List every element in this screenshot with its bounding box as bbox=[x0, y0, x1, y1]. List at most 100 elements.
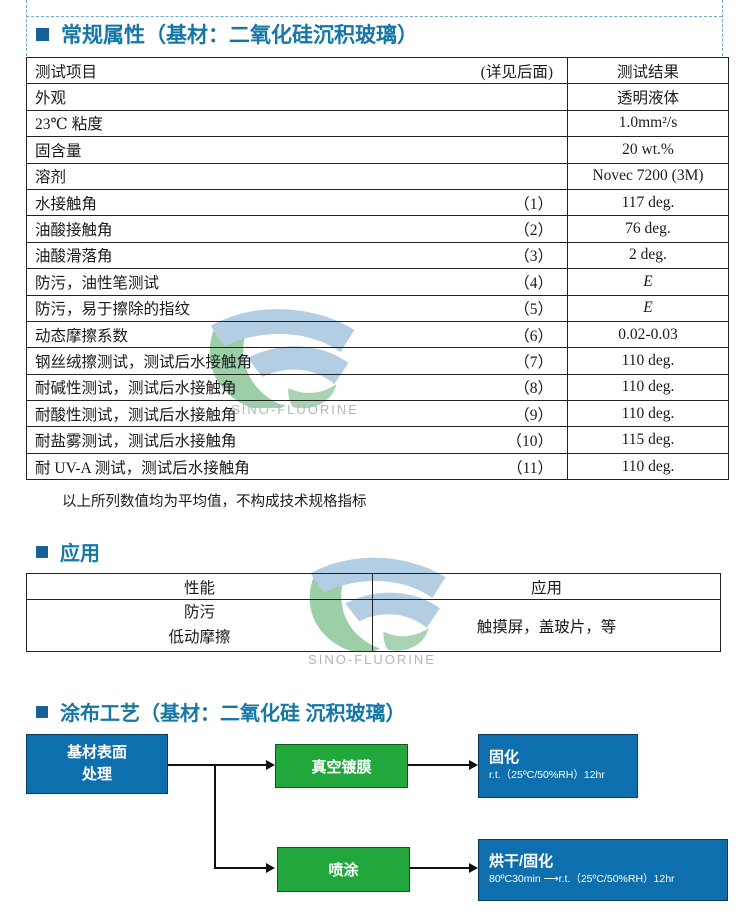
square-bullet-icon bbox=[36, 705, 48, 718]
test-item-label: 钢丝绒擦测试，测试后水接触角 bbox=[35, 353, 253, 371]
table-row: 外观 透明液体 bbox=[26, 83, 729, 111]
section-title-text: 应用 bbox=[60, 543, 100, 565]
test-item-ref-number: （9） bbox=[514, 406, 553, 424]
section-title-text: 涂布工艺（基材：二氧化硅 沉积玻璃） bbox=[60, 703, 406, 725]
flow-connector-line bbox=[168, 764, 266, 766]
test-result-value: 117 deg. bbox=[567, 188, 729, 217]
flow-node-vacuum-coating: 真空镀膜 bbox=[275, 744, 408, 788]
table-row: 23℃ 粘度 1.0mm²/s bbox=[26, 109, 729, 138]
node-label-line: 处理 bbox=[81, 766, 112, 783]
table-header-row: 测试项目 (详见后面) 测试结果 bbox=[26, 56, 729, 85]
application-table: 性能 应用 防污 低动摩擦 触摸屏，盖玻片，等 bbox=[26, 573, 721, 652]
node-condition: r.t.（25ºC/50%RH）12hr bbox=[489, 768, 605, 781]
performance-line: 低动摩擦 bbox=[168, 628, 231, 646]
properties-table-body: 测试项目 (详见后面) 测试结果 外观 透明液体 23℃ 粘度 bbox=[26, 56, 729, 481]
performance-line: 防污 bbox=[183, 604, 215, 622]
test-item-ref-number: （4） bbox=[514, 274, 553, 292]
arrowhead-icon bbox=[469, 760, 478, 770]
test-result-value: 2 deg. bbox=[567, 241, 729, 270]
dashed-guide-right bbox=[722, 0, 723, 56]
dashed-guide-left bbox=[26, 0, 27, 56]
table-row: 防污，易于擦除的指纹 （5） E bbox=[26, 294, 729, 322]
flow-connector-line bbox=[408, 764, 469, 766]
test-item-ref-number: （3） bbox=[514, 248, 553, 266]
test-item-label: 防污，油性笔测试 bbox=[35, 274, 160, 292]
test-item-ref-number: （7） bbox=[514, 353, 553, 371]
table-row: 油酸滑落角 （3） 2 deg. bbox=[26, 241, 729, 270]
test-item-label: 防污，易于擦除的指纹 bbox=[35, 301, 191, 319]
col-header-test-item: 测试项目 bbox=[35, 63, 98, 81]
dashed-guide-top bbox=[26, 16, 722, 17]
arrowhead-icon bbox=[469, 863, 478, 873]
test-item-label: 外观 bbox=[35, 90, 67, 108]
node-title: 烘干/固化 bbox=[489, 853, 554, 871]
table-row: 油酸接触角 （2） 76 deg. bbox=[26, 215, 729, 243]
test-item-ref-number: （8） bbox=[514, 380, 553, 398]
application-value: 触摸屏，盖玻片，等 bbox=[372, 599, 721, 652]
table-row: 动态摩擦系数 （6） 0.02-0.03 bbox=[26, 320, 729, 349]
test-result-value: E bbox=[567, 294, 729, 322]
test-result-value: E bbox=[567, 268, 729, 296]
test-item-ref-number: （2） bbox=[514, 222, 553, 240]
section-title-text: 常规属性（基材：二氧化硅沉积玻璃） bbox=[61, 24, 418, 47]
section-title-general-properties: 常规属性（基材：二氧化硅沉积玻璃） bbox=[36, 19, 418, 49]
test-result-value: 76 deg. bbox=[567, 215, 729, 243]
test-result-value: 110 deg. bbox=[567, 400, 729, 428]
table-row: 水接触角 （1） 117 deg. bbox=[26, 188, 729, 217]
test-item-label: 23℃ 粘度 bbox=[35, 116, 103, 134]
arrowhead-icon bbox=[266, 863, 275, 873]
test-result-value: 透明液体 bbox=[567, 83, 729, 111]
table-row: 防污，油性笔测试 （4） E bbox=[26, 268, 729, 296]
table-row: 耐酸性测试，测试后水接触角 （9） 110 deg. bbox=[26, 400, 729, 428]
table-row: 固含量 20 wt.% bbox=[26, 136, 729, 164]
test-item-ref-number: （5） bbox=[514, 301, 553, 319]
test-item-label: 耐 UV-A 测试，测试后水接触角 bbox=[35, 459, 250, 477]
test-item-label: 固含量 bbox=[35, 142, 82, 160]
properties-table: 测试项目 (详见后面) 测试结果 外观 透明液体 23℃ 粘度 bbox=[26, 56, 729, 481]
col-header-test-result: 测试结果 bbox=[567, 56, 729, 85]
table-row: 耐 UV-A 测试，测试后水接触角 （11） 110 deg. bbox=[26, 452, 729, 481]
test-item-ref-number: （10） bbox=[506, 433, 553, 451]
node-label: 真空镀膜 bbox=[311, 758, 372, 776]
flow-branch-line bbox=[214, 764, 216, 869]
table-footnote: 以上所列数值均为平均值，不构成技术规格指标 bbox=[62, 494, 367, 510]
square-bullet-icon bbox=[36, 545, 48, 558]
table-row: 耐盐雾测试，测试后水接触角 （10） 115 deg. bbox=[26, 426, 729, 454]
test-item-ref-number: （11） bbox=[507, 459, 553, 477]
test-result-value: 110 deg. bbox=[567, 452, 729, 481]
table-row: 防污 低动摩擦 触摸屏，盖玻片，等 bbox=[26, 599, 721, 652]
col-header-performance: 性能 bbox=[26, 573, 373, 600]
node-label-line: 基材表面 bbox=[66, 743, 127, 761]
test-item-label: 耐碱性测试，测试后水接触角 bbox=[35, 380, 237, 398]
test-result-value: Novec 7200 (3M) bbox=[567, 162, 729, 190]
square-bullet-icon bbox=[36, 27, 49, 41]
node-label: 喷涂 bbox=[328, 862, 359, 879]
col-header-see-later: (详见后面) bbox=[480, 63, 553, 81]
test-result-value: 110 deg. bbox=[567, 373, 729, 402]
flow-node-dry-curing: 烘干/固化 80ºC30min ⟶r.t.（25ºC/50%RH）12hr bbox=[478, 839, 728, 901]
test-result-value: 110 deg. bbox=[567, 347, 729, 375]
col-header-application: 应用 bbox=[372, 573, 721, 600]
test-item-ref-number: （1） bbox=[514, 195, 553, 213]
test-item-label: 耐盐雾测试，测试后水接触角 bbox=[35, 433, 237, 451]
flow-node-spray-coating: 喷涂 bbox=[277, 847, 410, 892]
test-item-label: 耐酸性测试，测试后水接触角 bbox=[35, 406, 237, 424]
test-result-value: 20 wt.% bbox=[567, 136, 729, 164]
flow-connector-line bbox=[410, 867, 469, 869]
test-item-label: 溶剂 bbox=[35, 169, 67, 187]
table-row: 耐碱性测试，测试后水接触角 （8） 110 deg. bbox=[26, 373, 729, 402]
test-item-ref-number: （6） bbox=[514, 327, 553, 345]
test-item-label: 水接触角 bbox=[35, 195, 98, 213]
test-result-value: 115 deg. bbox=[567, 426, 729, 454]
section-title-application: 应用 bbox=[36, 537, 100, 566]
table-row: 钢丝绒擦测试，测试后水接触角 （7） 110 deg. bbox=[26, 347, 729, 375]
arrowhead-icon bbox=[266, 760, 275, 770]
section-title-coating-process: 涂布工艺（基材：二氧化硅 沉积玻璃） bbox=[36, 697, 406, 726]
test-item-label: 动态摩擦系数 bbox=[35, 327, 129, 345]
test-result-value: 1.0mm²/s bbox=[567, 109, 729, 138]
test-item-label: 油酸滑落角 bbox=[35, 248, 113, 266]
node-title: 固化 bbox=[489, 749, 520, 767]
test-item-label: 油酸接触角 bbox=[35, 222, 113, 240]
table-row: 溶剂 Novec 7200 (3M) bbox=[26, 162, 729, 190]
